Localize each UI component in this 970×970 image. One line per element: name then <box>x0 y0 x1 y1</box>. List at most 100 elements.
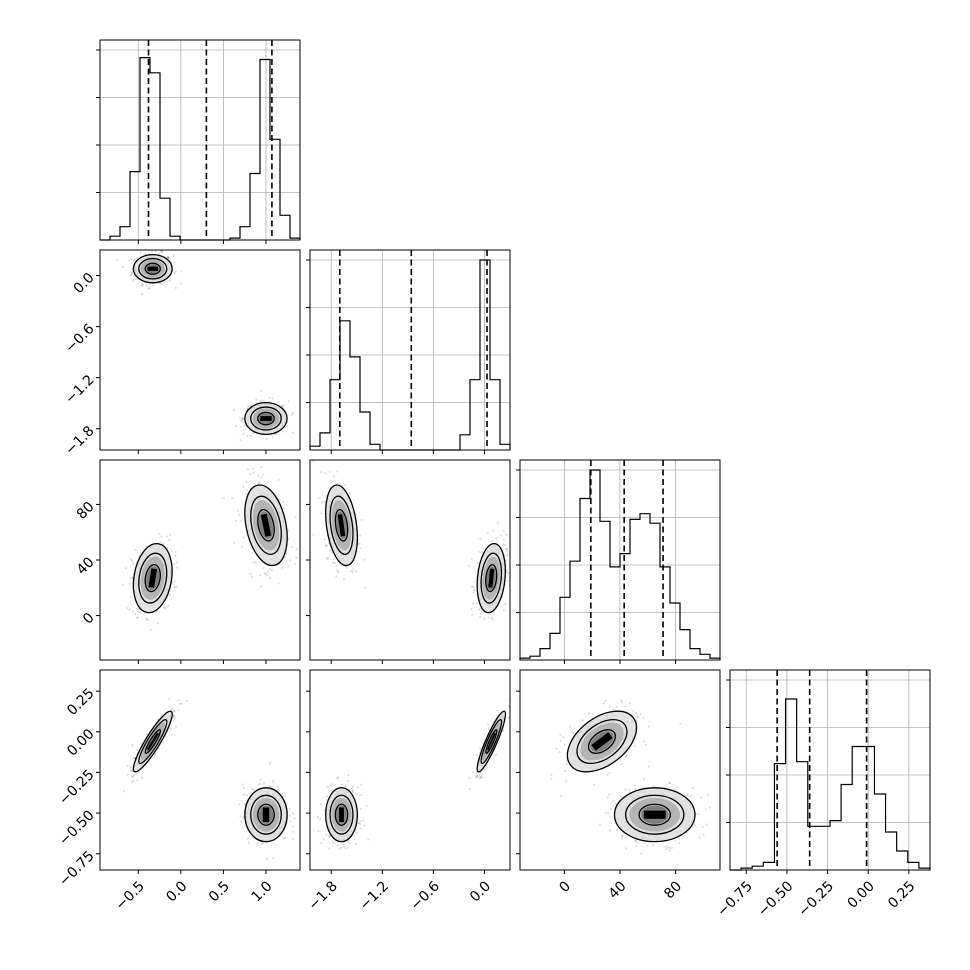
scatter-point <box>674 839 677 842</box>
scatter-point <box>136 616 139 619</box>
scatter-point <box>351 789 354 792</box>
scatter-point <box>506 579 509 582</box>
scatter-point <box>643 740 646 743</box>
scatter-point <box>282 507 285 510</box>
scatter-point <box>360 783 363 786</box>
scatter-point <box>135 278 138 281</box>
scatter-point <box>491 618 494 621</box>
scatter-point <box>318 496 321 499</box>
scatter-point <box>351 790 354 793</box>
scatter-point <box>625 847 628 850</box>
scatter-point <box>611 799 614 803</box>
scatter-point <box>168 256 171 260</box>
scatter-point <box>231 496 234 500</box>
scatter-point <box>328 470 331 473</box>
scatter-point <box>242 485 245 488</box>
scatter-point <box>481 551 484 554</box>
scatter-point <box>677 837 680 840</box>
scatter-point <box>241 418 244 421</box>
scatter-point <box>359 547 362 550</box>
x-tick-label-0-3: 1.0 <box>249 878 276 905</box>
scatter-point <box>320 512 323 515</box>
scatter-point <box>644 743 647 747</box>
scatter-point <box>131 744 134 747</box>
hist-panel-2 <box>519 459 721 661</box>
scatter-point <box>151 250 154 253</box>
scatter-point <box>327 487 330 490</box>
scatter-point <box>468 776 471 780</box>
density-peak-0-2-1 <box>260 513 272 537</box>
scatter-point <box>173 717 176 720</box>
scatter-point <box>169 593 172 596</box>
scatter-point <box>133 258 136 261</box>
scatter-point <box>173 580 176 583</box>
scatter-point <box>323 538 326 541</box>
scatter-point <box>507 716 510 719</box>
scatter-point <box>173 714 176 718</box>
y-tick-label-1-1: −1.2 <box>62 372 97 407</box>
scatter-point <box>242 816 245 819</box>
scatter-point <box>619 699 623 702</box>
scatter-point <box>282 837 285 840</box>
scatter-point <box>282 500 285 503</box>
scatter-point <box>708 806 711 809</box>
scatter-point <box>326 785 329 788</box>
scatter-point <box>360 518 363 522</box>
scatter-point <box>342 578 346 581</box>
scatter-point <box>490 616 493 620</box>
scatter-point <box>185 699 188 702</box>
scatter-point <box>281 430 284 433</box>
scatter-point <box>263 572 266 575</box>
scatter-point <box>281 566 284 570</box>
scatter-point <box>325 795 328 798</box>
scatter-point <box>260 466 263 469</box>
scatter-point <box>636 715 639 718</box>
scatter-point <box>163 607 166 610</box>
contour-0-2-1-0 <box>257 508 275 542</box>
scatter-point <box>131 775 134 778</box>
scatter-point <box>608 771 611 775</box>
scatter-point <box>287 565 290 568</box>
contour-2-3-0-1 <box>576 718 628 765</box>
scatter-point <box>328 835 331 839</box>
density-peak-0-3-0 <box>146 732 159 751</box>
scatter-point <box>280 404 283 407</box>
scatter-point <box>130 558 133 561</box>
scatter-point <box>472 591 475 594</box>
scatter-point <box>173 271 176 275</box>
scatter-point <box>502 730 505 733</box>
scatter-point <box>129 577 132 580</box>
scatter-point <box>639 713 642 716</box>
scatter-point <box>605 811 608 815</box>
scatter-point <box>132 610 135 613</box>
scatter-point <box>243 802 246 805</box>
scatter-point <box>317 829 320 833</box>
scatter-point <box>495 537 498 540</box>
scatter-point <box>262 567 265 570</box>
x-tick-label-0-2: 0.5 <box>206 878 233 905</box>
scatter-point <box>139 251 142 254</box>
scatter-point <box>294 516 297 519</box>
scatter-point <box>326 557 329 561</box>
contour-1-3-1-2 <box>325 787 359 843</box>
contour-0-1-1-0 <box>257 411 275 426</box>
scatter-point <box>640 852 643 855</box>
scatter-point <box>149 764 152 767</box>
panel-0-1 <box>99 249 301 451</box>
scatter-point <box>270 569 273 572</box>
scatter-point <box>475 771 478 774</box>
density-peak-0-1-1 <box>260 416 272 421</box>
scatter-point <box>178 702 181 705</box>
contour-1-3-0-1 <box>480 719 503 765</box>
scatter-point <box>479 615 482 618</box>
scatter-point <box>344 483 347 486</box>
scatter-point <box>260 389 263 392</box>
scatter-point <box>245 793 248 797</box>
scatter-point <box>252 561 255 564</box>
scatter-point <box>265 437 268 440</box>
scatter-point <box>336 777 339 780</box>
contour-1-2-0-0 <box>485 564 498 593</box>
scatter-point <box>487 616 490 619</box>
panels-layer: −1.8−1.2−0.60.004080−0.75−0.50−0.250.000… <box>56 39 931 920</box>
scatter-point <box>507 572 510 575</box>
